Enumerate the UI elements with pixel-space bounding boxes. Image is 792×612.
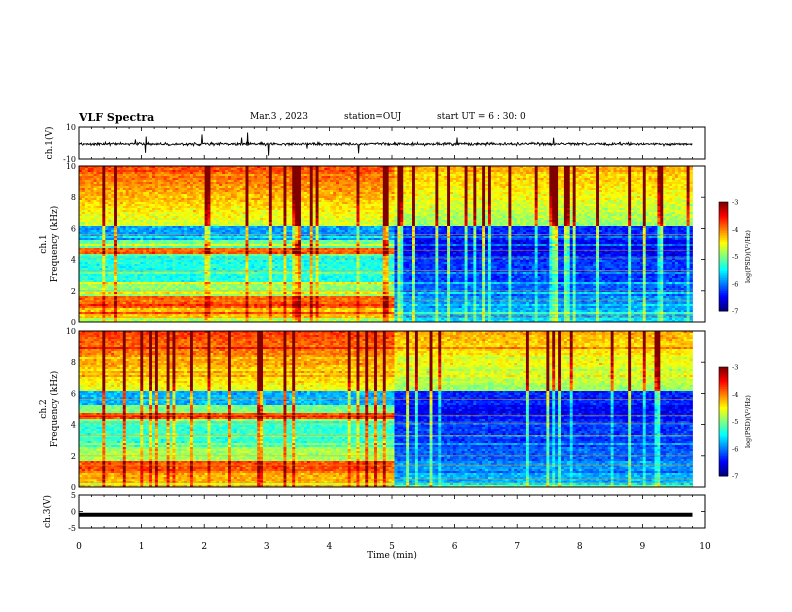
ch1-spectrogram-cells (79, 166, 693, 322)
ch1-spectrogram-ytick-label: 6 (71, 224, 76, 233)
ch1-waveform-border (79, 127, 705, 159)
ch1-waveform-ytick-label: 10 (66, 123, 76, 132)
ch1-spectrogram-ytick-label: 10 (66, 162, 76, 171)
plot-area: 10-10ch.1(V)1086420ch.1 Frequency (kHz)-3… (0, 0, 792, 612)
ch1-spectrogram-ytick-label: 4 (71, 256, 76, 265)
ch1-waveform-trace (79, 133, 692, 156)
ch1-spectrogram-ytick-label: 8 (71, 193, 76, 202)
ch1-spectrogram-ytick-label: 0 (71, 318, 76, 327)
ch1-waveform-ylabel: ch.1(V) (44, 127, 55, 160)
ch1-spectrogram-ytick-label: 2 (71, 287, 76, 296)
vlf-figure: VLF Spectra Mar.3 , 2023 station=OUJ sta… (0, 0, 792, 612)
